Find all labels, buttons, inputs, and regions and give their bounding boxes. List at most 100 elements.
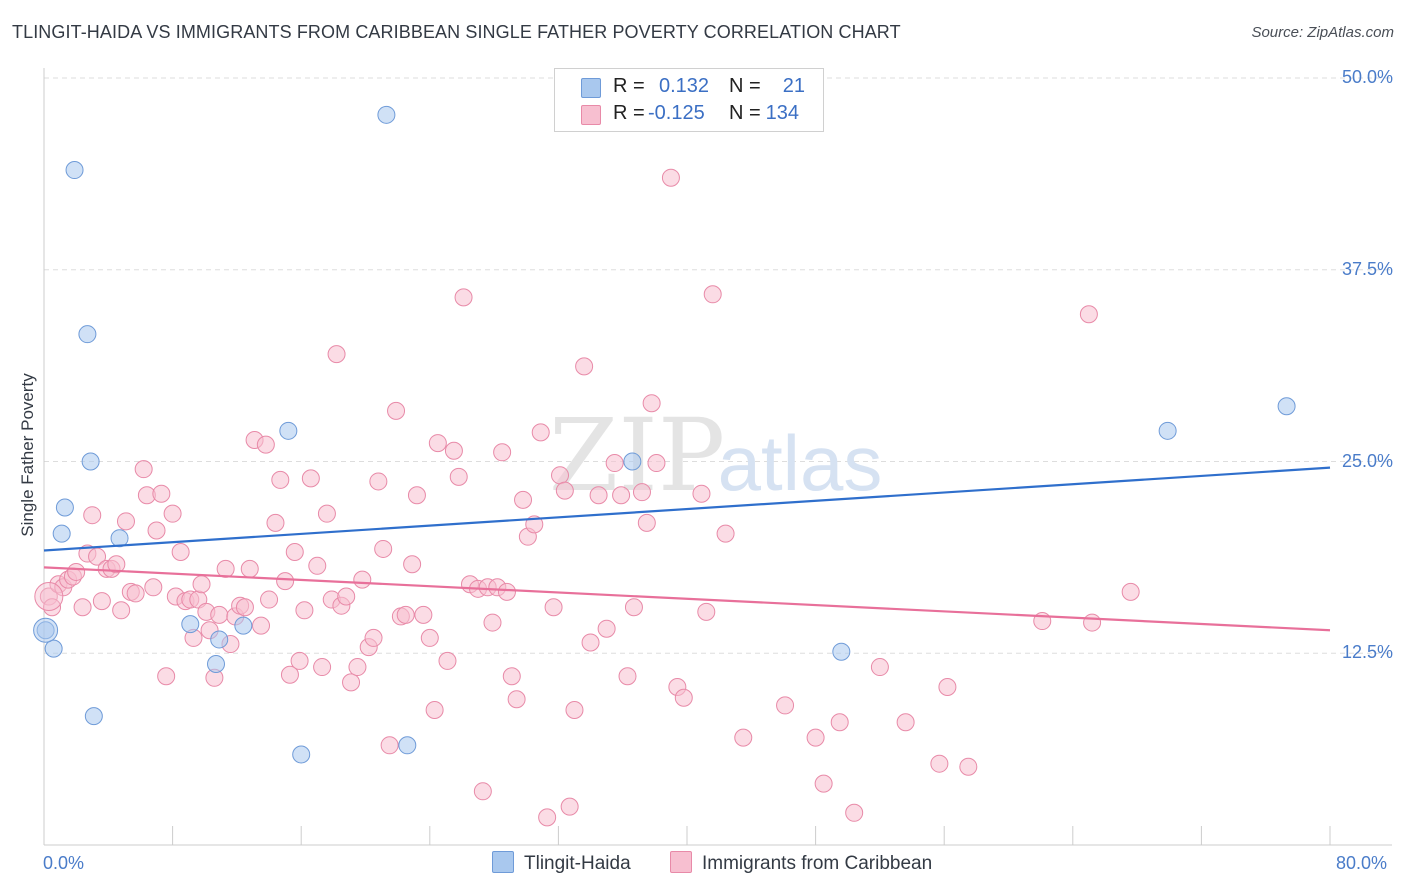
point-caribbean (374, 539, 393, 558)
point-caribbean (163, 504, 182, 523)
point-caribbean (317, 504, 336, 523)
point-caribbean (92, 592, 111, 611)
point-caribbean (716, 524, 735, 543)
point-caribbean (473, 782, 492, 801)
point-caribbean (342, 673, 361, 692)
point-caribbean (661, 168, 680, 187)
point-caribbean (483, 613, 502, 632)
point-caribbean (290, 651, 309, 670)
point-tlingit (377, 105, 396, 124)
point-caribbean (260, 590, 279, 609)
trend-line-caribbean (43, 566, 1331, 632)
point-tlingit (52, 524, 71, 543)
point-caribbean (930, 754, 949, 773)
point-caribbean (531, 423, 550, 442)
point-caribbean (144, 578, 163, 597)
point-caribbean (353, 570, 372, 589)
point-caribbean (67, 562, 86, 581)
data-points (33, 105, 1296, 827)
point-caribbean (544, 598, 563, 617)
point-tlingit (78, 325, 97, 344)
point-caribbean (642, 394, 661, 413)
point-caribbean (295, 601, 314, 620)
point-tlingit (234, 616, 253, 635)
point-caribbean (734, 728, 753, 747)
point-caribbean (403, 555, 422, 574)
point-caribbean (252, 616, 271, 635)
trend-line-tlingit (43, 466, 1331, 552)
point-caribbean (327, 345, 346, 364)
point-caribbean (271, 470, 290, 489)
point-caribbean (497, 582, 516, 601)
point-caribbean (1079, 305, 1098, 324)
point-caribbean (407, 486, 426, 505)
legend-item-caribbean: Immigrants from Caribbean (670, 851, 932, 875)
point-caribbean (276, 572, 295, 591)
point-caribbean (605, 454, 624, 473)
point-caribbean (414, 605, 433, 624)
point-tlingit (44, 639, 63, 658)
point-caribbean (107, 555, 126, 574)
point-caribbean (565, 701, 584, 720)
stats-box: R = 0.132 N = 21 R = -0.125 N = 134 (554, 68, 824, 132)
point-tlingit (33, 617, 59, 643)
point-caribbean (1083, 613, 1102, 632)
point-caribbean (348, 658, 367, 677)
point-caribbean (637, 513, 656, 532)
legend-label: Immigrants from Caribbean (702, 853, 933, 874)
point-tlingit (1158, 421, 1177, 440)
swatch-caribbean (581, 105, 601, 125)
point-tlingit (1277, 397, 1296, 416)
point-caribbean (575, 357, 594, 376)
point-caribbean (555, 481, 574, 500)
point-caribbean (454, 288, 473, 307)
point-caribbean (776, 696, 795, 715)
point-tlingit (832, 642, 851, 661)
y-tick-label: 12.5% (1341, 642, 1393, 663)
point-caribbean (618, 667, 637, 686)
n-value: 134 (765, 102, 799, 124)
point-caribbean (538, 808, 557, 827)
legend-swatch-caribbean (670, 851, 692, 873)
r-label: R = (613, 75, 645, 97)
point-caribbean (116, 512, 135, 531)
point-caribbean (444, 441, 463, 460)
point-caribbean (134, 460, 153, 479)
source-label: Source: ZipAtlas.com (1251, 24, 1394, 41)
point-caribbean (507, 690, 526, 709)
point-caribbean (210, 605, 229, 624)
point-caribbean (624, 598, 643, 617)
point-caribbean (301, 469, 320, 488)
point-caribbean (152, 484, 171, 503)
point-caribbean (337, 587, 356, 606)
point-caribbean (73, 598, 92, 617)
point-caribbean (896, 713, 915, 732)
point-caribbean (692, 484, 711, 503)
legend-swatch-tlingit (492, 851, 514, 873)
point-caribbean (814, 774, 833, 793)
point-tlingit (84, 707, 103, 726)
point-caribbean (171, 543, 190, 562)
point-caribbean (285, 543, 304, 562)
point-caribbean (157, 667, 176, 686)
point-tlingit (279, 421, 298, 440)
point-caribbean (256, 435, 275, 454)
n-label: N = (729, 102, 761, 124)
point-caribbean (428, 434, 447, 453)
point-caribbean (697, 602, 716, 621)
point-caribbean (551, 466, 570, 485)
point-tlingit (81, 452, 100, 471)
point-tlingit (210, 630, 229, 649)
point-caribbean (112, 601, 131, 620)
point-tlingit (207, 654, 226, 673)
point-caribbean (369, 472, 388, 491)
point-caribbean (216, 559, 235, 578)
swatch-tlingit (581, 78, 601, 98)
n-value: 21 (782, 75, 805, 97)
trend-lines (43, 466, 1331, 632)
x-tick-label-max: 80.0% (1336, 853, 1388, 873)
point-caribbean (308, 556, 327, 575)
point-caribbean (449, 467, 468, 486)
point-tlingit (181, 615, 200, 634)
